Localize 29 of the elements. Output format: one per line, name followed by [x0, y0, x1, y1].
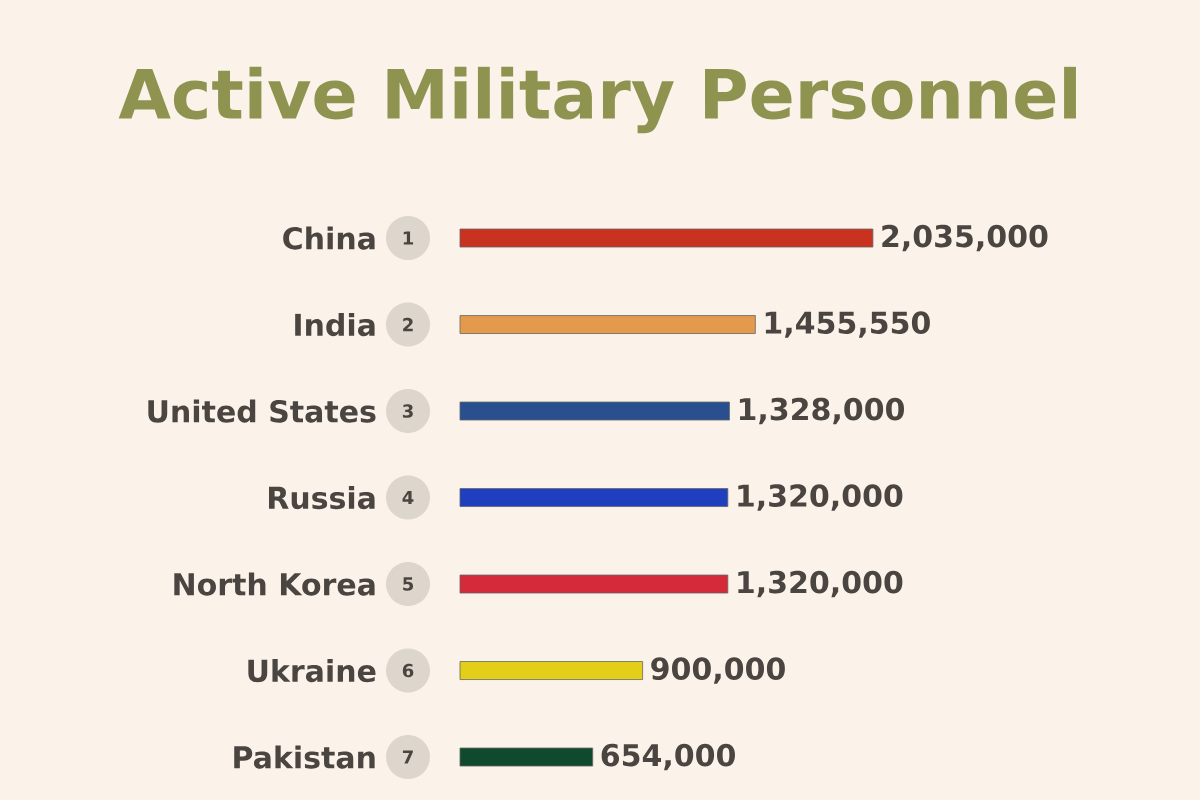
data-label: 1,320,000 [738, 570, 903, 598]
bar [459, 574, 729, 594]
y-tick-label: North Korea [174, 572, 375, 596]
text: 2 [403, 317, 413, 332]
bar [459, 228, 874, 248]
chart-title: Active Military Personnel [118, 66, 1076, 134]
text: 5 [403, 577, 413, 591]
data-label: 1,455,550 [765, 311, 930, 338]
bar [459, 488, 729, 507]
data-label: 1,328,000 [739, 397, 905, 425]
bar [459, 401, 730, 421]
bar [459, 315, 756, 334]
y-tick-label: China [283, 226, 375, 250]
data-label: 2,035,000 [882, 224, 1048, 252]
data-label: 654,000 [601, 743, 735, 771]
text: 3 [402, 404, 413, 418]
y-tick-label: Ukraine [248, 658, 376, 683]
bar [459, 661, 644, 680]
y-tick-label: Russia [269, 485, 375, 510]
y-tick-label: India [295, 312, 375, 337]
bar [459, 747, 594, 767]
text: 6 [402, 663, 414, 678]
y-tick-label: United States [148, 399, 376, 423]
data-label: 900,000 [651, 657, 785, 684]
text: 1 [403, 231, 414, 245]
text: 4 [402, 490, 414, 504]
data-label: 1,320,000 [738, 484, 903, 511]
y-tick-label: Pakistan [234, 745, 375, 769]
text: 7 [402, 750, 413, 764]
